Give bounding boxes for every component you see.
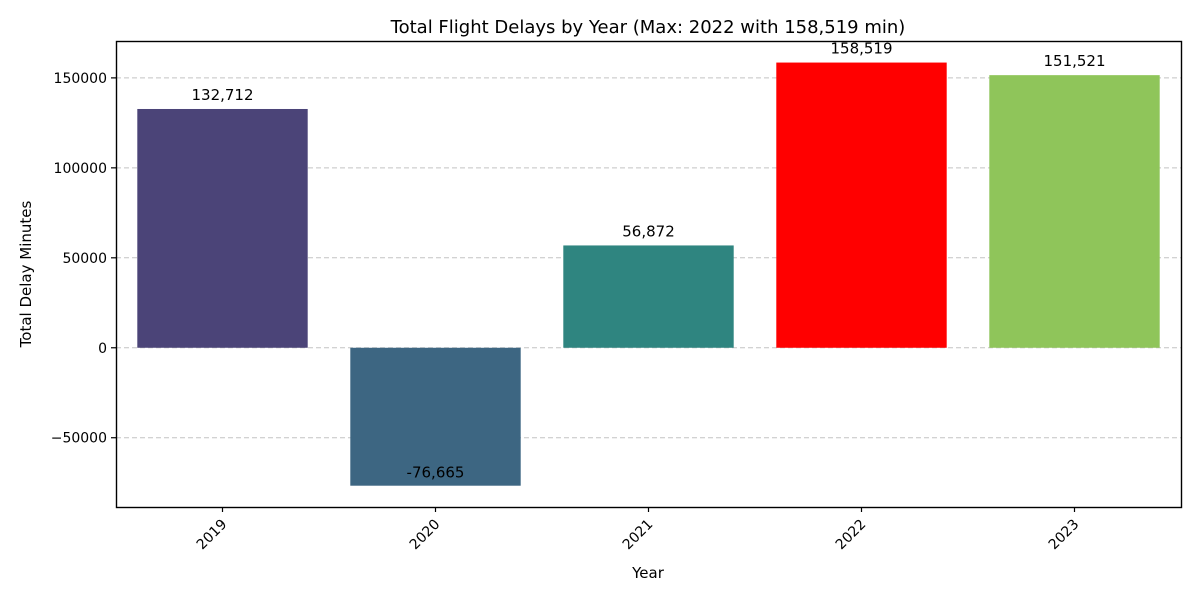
x-tick-label: 2021 bbox=[620, 517, 657, 554]
x-tick-label: 2020 bbox=[407, 517, 444, 554]
x-tick-label: 2023 bbox=[1046, 517, 1083, 554]
y-tick-label: 50000 bbox=[62, 251, 107, 267]
y-tick-label: −50000 bbox=[51, 431, 107, 447]
x-tick-label: 2019 bbox=[194, 517, 231, 554]
plot-frame bbox=[115, 40, 1183, 509]
y-tick-label: 150000 bbox=[54, 71, 107, 87]
x-axis: 2019 2020 2021 2022 2023 bbox=[194, 507, 1083, 554]
data-label-2020: -76,665 bbox=[407, 464, 465, 482]
y-tick-label: 0 bbox=[98, 341, 107, 357]
data-labels: 132,712 -76,665 56,872 158,519 151,521 bbox=[191, 40, 1105, 482]
y-axis-label: Total Delay Minutes bbox=[17, 201, 35, 349]
y-axis: −50000 0 50000 100000 150000 bbox=[51, 71, 116, 447]
bar-2019 bbox=[137, 108, 308, 348]
chart-title: Total Flight Delays by Year (Max: 2022 w… bbox=[390, 17, 906, 38]
y-tick-label: 100000 bbox=[54, 161, 107, 177]
data-label-2022: 158,519 bbox=[830, 40, 892, 58]
bar-2023 bbox=[989, 75, 1160, 348]
bars bbox=[137, 62, 1160, 486]
data-label-2023: 151,521 bbox=[1043, 52, 1105, 70]
x-axis-label: Year bbox=[631, 564, 665, 582]
x-tick-label: 2022 bbox=[833, 517, 870, 554]
bar-2020 bbox=[350, 347, 521, 486]
data-label-2021: 56,872 bbox=[622, 222, 675, 240]
bar-2021 bbox=[563, 245, 734, 348]
bar-2022 bbox=[776, 62, 947, 348]
data-label-2019: 132,712 bbox=[191, 86, 253, 104]
